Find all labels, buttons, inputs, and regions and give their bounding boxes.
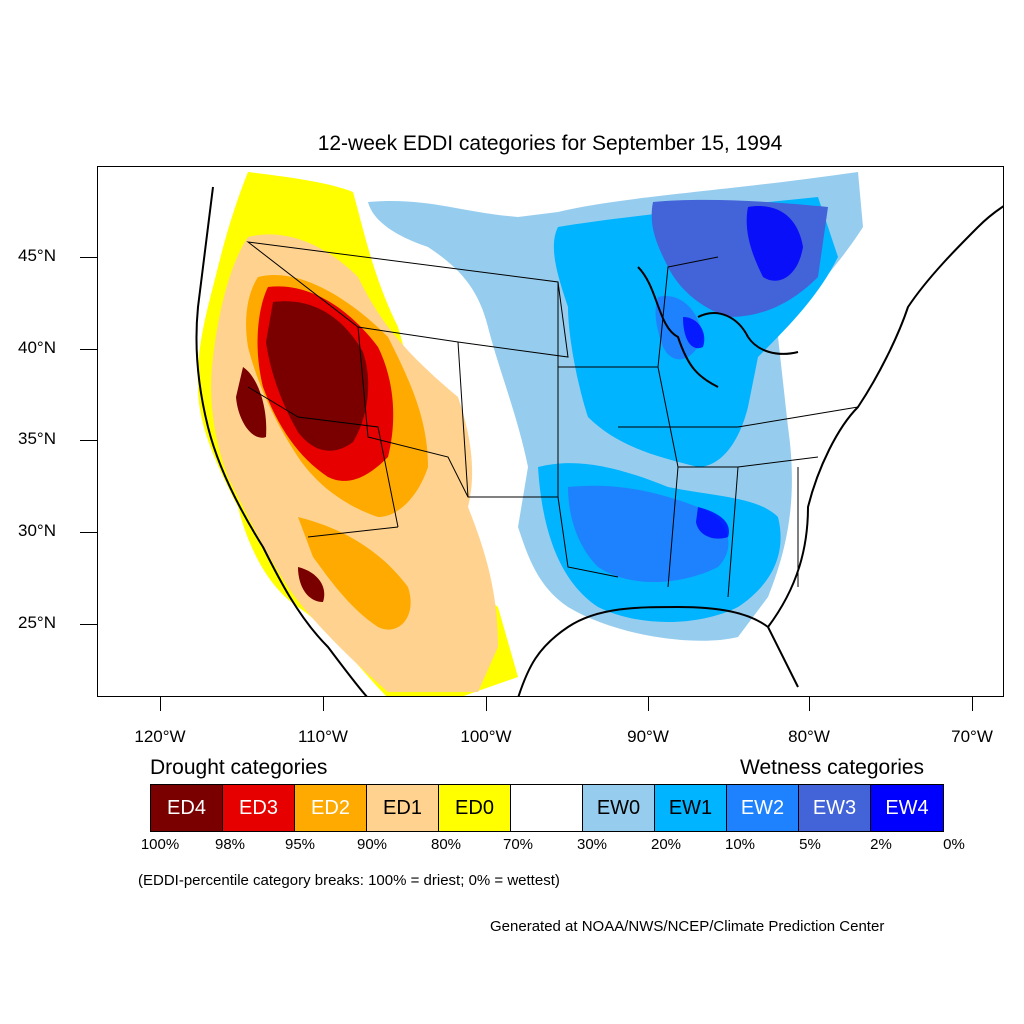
legend-box-ew3: EW3 [799,785,871,831]
percentile-label: 95% [284,836,316,853]
lon-label: 100°W [460,727,512,746]
percentile-label: 10% [724,836,756,853]
percentile-label: 2% [870,836,892,853]
map-panel[interactable] [97,166,1004,697]
wetness-regions [368,172,863,641]
lat-tick [80,257,97,258]
lat-tick [80,624,97,625]
credit-line: Generated at NOAA/NWS/NCEP/Climate Predi… [490,918,885,935]
legend-box-ew1: EW1 [655,785,727,831]
legend-box-ed3: ED3 [223,785,295,831]
lat-label: 25°N [18,613,56,632]
legend-box-ed1: ED1 [367,785,439,831]
percentile-label: 70% [502,836,534,853]
percentile-label: 20% [650,836,682,853]
lat-tick [80,532,97,533]
coastlines [195,186,1003,696]
percentile-label: 5% [799,836,821,853]
lon-label: 110°W [298,727,348,746]
lon-tick [486,697,487,711]
eddi-map [195,172,1003,696]
legend-bar: ED4 ED3 ED2 ED1 ED0 EW0 EW1 EW2 EW3 EW4 [150,784,944,832]
lon-tick [648,697,649,711]
lat-label: 40°N [18,338,56,357]
legend-box-ed2: ED2 [295,785,367,831]
percentile-label: 0% [943,836,965,853]
lat-tick [80,349,97,350]
percentile-label: 100% [140,836,180,853]
boundaries [246,241,859,598]
lon-label: 70°W [951,727,993,746]
legend-box-ew0: EW0 [583,785,655,831]
lat-label: 45°N [18,246,56,265]
percentile-label: 30% [576,836,608,853]
drought-heading: Drought categories [150,756,328,779]
lon-tick [160,697,161,711]
percentile-label: 98% [214,836,246,853]
lon-tick [972,697,973,711]
percentile-label: 80% [430,836,462,853]
legend-box-ew4: EW4 [871,785,943,831]
lat-tick [80,440,97,441]
wetness-heading: Wetness categories [740,756,925,779]
lon-label: 90°W [627,727,669,746]
legend-box-ed0: ED0 [439,785,511,831]
lon-tick [809,697,810,711]
lat-label: 30°N [18,521,56,540]
legend-box-ew2: EW2 [727,785,799,831]
percentile-label: 90% [356,836,388,853]
map-title: 12-week EDDI categories for September 15… [317,132,783,155]
lon-label: 120°W [134,727,186,746]
legend-box-ed4: ED4 [151,785,223,831]
lat-label: 35°N [18,429,56,448]
category-note: (EDDI-percentile category breaks: 100% =… [138,872,560,889]
legend-box-normal [511,785,583,831]
lon-tick [323,697,324,711]
lon-label: 80°W [788,727,830,746]
